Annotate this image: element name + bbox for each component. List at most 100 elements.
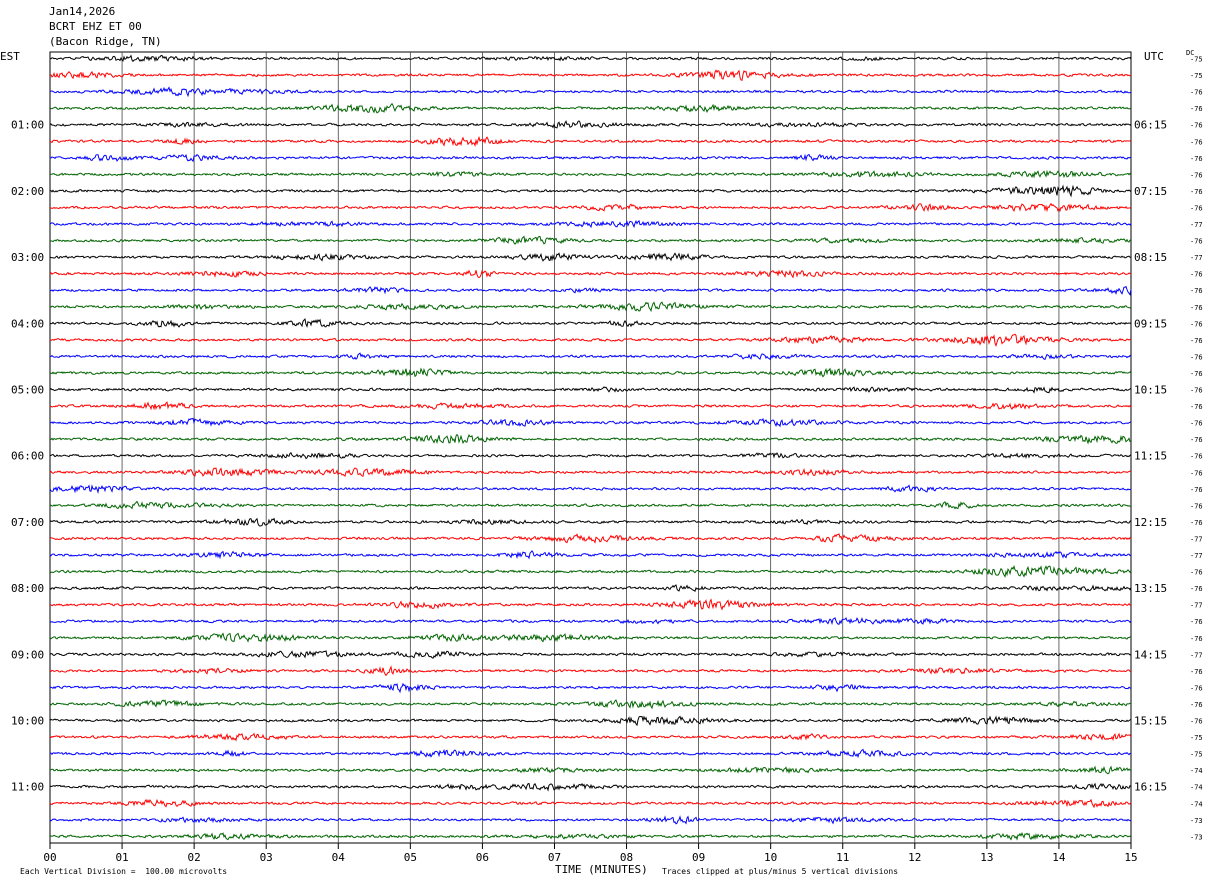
left-hour-label: 03:00 [11, 251, 44, 264]
dc-offset-label: -77 [1190, 651, 1203, 659]
trace-line [49, 550, 1132, 560]
dc-offset-label: -76 [1190, 469, 1203, 477]
dc-offset-label: -76 [1190, 304, 1203, 312]
trace-line [49, 54, 1132, 63]
minute-tick-label: 12 [908, 851, 921, 864]
dc-offset-label: -76 [1190, 502, 1203, 510]
trace-line [49, 169, 1132, 179]
dc-offset-label: -76 [1190, 320, 1203, 328]
right-hour-label: 15:15 [1134, 715, 1167, 728]
minute-tick-label: 10 [764, 851, 777, 864]
left-hour-label: 01:00 [11, 119, 44, 132]
dc-offset-label: -75 [1190, 56, 1203, 64]
trace-line [49, 318, 1132, 328]
left-hour-label: 10:00 [11, 715, 44, 728]
axis-labels: 00 01 02 03 04 05 06 07 08 09 10 11 12 13 14 15 -75 -75 -7… [11, 56, 1203, 865]
trace-line [49, 367, 1132, 378]
dc-offset-label: -76 [1190, 684, 1203, 692]
right-hour-label: 08:15 [1134, 251, 1167, 264]
dc-offset-label: -76 [1190, 171, 1203, 179]
trace-line [49, 401, 1132, 411]
right-hour-label: 16:15 [1134, 781, 1167, 794]
dc-offset-label: -76 [1190, 635, 1203, 643]
dc-offset-label: -73 [1190, 817, 1203, 825]
dc-offset-label: -76 [1190, 105, 1203, 113]
dc-offset-label: -77 [1190, 254, 1203, 262]
trace-line [49, 715, 1132, 727]
x-axis-title: TIME (MINUTES) [555, 863, 648, 876]
trace-line [49, 533, 1132, 544]
minute-tick-label: 06 [476, 851, 489, 864]
dc-offset-label: -74 [1190, 800, 1203, 808]
dc-offset-label: -76 [1190, 287, 1203, 295]
dc-offset-label: -76 [1190, 370, 1203, 378]
left-hour-label: 11:00 [11, 781, 44, 794]
left-hour-label: 04:00 [11, 317, 44, 330]
dc-offset-label: -76 [1190, 337, 1203, 345]
trace-line [49, 102, 1132, 114]
trace-line [49, 252, 1132, 262]
dc-offset-label: -76 [1190, 618, 1203, 626]
trace-line [49, 565, 1132, 578]
trace-line [49, 650, 1132, 659]
dc-offset-label: -75 [1190, 751, 1203, 759]
minute-tick-label: 14 [1052, 851, 1066, 864]
dc-offset-label: -76 [1190, 701, 1203, 709]
trace-line [49, 184, 1132, 198]
dc-offset-label: -76 [1190, 155, 1203, 163]
trace-line [49, 665, 1132, 677]
dc-offset-label: -77 [1190, 602, 1203, 610]
trace-line [49, 386, 1132, 394]
trace-line [49, 782, 1132, 792]
dc-offset-label: -77 [1190, 221, 1203, 229]
dc-offset-label: -76 [1190, 420, 1203, 428]
dc-offset-label: -75 [1190, 734, 1203, 742]
dc-offset-label: -75 [1190, 72, 1203, 80]
minute-tick-label: 11 [836, 851, 849, 864]
trace-line [49, 135, 1132, 147]
right-hour-label: 12:15 [1134, 516, 1167, 529]
minute-tick-label: 03 [260, 851, 273, 864]
trace-line [49, 500, 1132, 510]
trace-line [49, 301, 1132, 313]
trace-line [49, 333, 1132, 348]
left-hour-label: 06:00 [11, 450, 44, 463]
minute-tick-label: 01 [115, 851, 128, 864]
dc-offset-label: -76 [1190, 188, 1203, 196]
minute-tick-label: 00 [43, 851, 56, 864]
dc-offset-label: -76 [1190, 585, 1203, 593]
header-date: Jan14,2026 [49, 5, 116, 18]
minute-tick-label: 07 [548, 851, 561, 864]
dc-offset-label: -76 [1190, 486, 1203, 494]
dc-offset-label: -76 [1190, 403, 1203, 411]
right-hour-label: 07:15 [1134, 185, 1167, 198]
minute-tick-label: 09 [692, 851, 705, 864]
trace-line [49, 153, 1132, 163]
header-station: BCRT EHZ ET 00 [49, 20, 142, 33]
dc-offset-label: -76 [1190, 519, 1203, 527]
trace-line [49, 484, 1132, 495]
trace-line [49, 285, 1132, 296]
trace-line [49, 235, 1132, 245]
seismogram-traces [49, 54, 1132, 841]
dc-offset-label: -76 [1190, 271, 1203, 279]
trace-line [49, 598, 1132, 611]
minute-tick-label: 15 [1124, 851, 1137, 864]
trace-line [49, 417, 1132, 428]
trace-line [49, 682, 1132, 694]
right-hour-label: 10:15 [1134, 384, 1167, 397]
right-hour-label: 11:15 [1134, 450, 1167, 463]
dc-offset-label: -76 [1190, 453, 1203, 461]
trace-line [49, 202, 1132, 213]
right-timezone-label: UTC [1144, 50, 1164, 63]
dc-offset-label: -76 [1190, 204, 1203, 212]
trace-line [49, 452, 1132, 460]
dc-offset-label: -76 [1190, 238, 1203, 246]
dc-offset-label: -74 [1190, 767, 1203, 775]
trace-line [49, 748, 1132, 759]
dc-offset-label: -76 [1190, 436, 1203, 444]
dc-offset-label: -76 [1190, 668, 1203, 676]
dc-offset-label: -77 [1190, 535, 1203, 543]
plot-frame [49, 51, 1132, 844]
